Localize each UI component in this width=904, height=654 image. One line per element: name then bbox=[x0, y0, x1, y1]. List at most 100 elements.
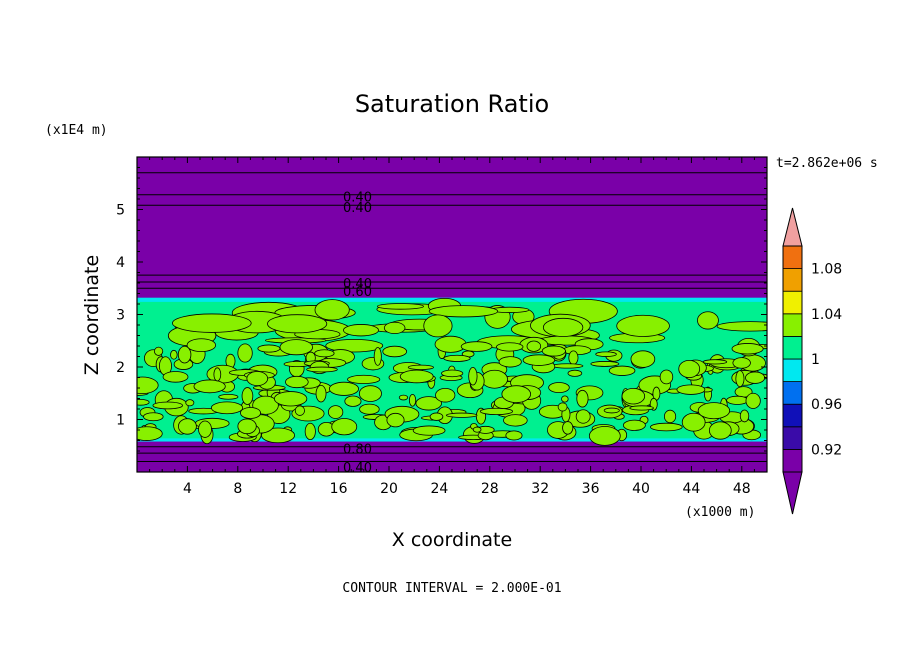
patch-contour bbox=[172, 313, 252, 333]
patch-contour bbox=[347, 374, 381, 385]
x-tick-label: 40 bbox=[632, 481, 650, 497]
patch-contour bbox=[399, 369, 434, 384]
x-unit-label: (x1000 m) bbox=[685, 505, 755, 520]
patch-contour bbox=[479, 407, 514, 416]
patch-contour bbox=[542, 317, 584, 337]
patch-contour bbox=[445, 412, 478, 418]
patch-contour bbox=[344, 395, 362, 407]
patch-contour bbox=[153, 346, 164, 356]
patch-contour bbox=[415, 396, 442, 411]
time-label: t=2.862e+06 s bbox=[776, 156, 878, 171]
patch-contour bbox=[708, 421, 732, 440]
patch-contour bbox=[382, 345, 408, 358]
patch-contour bbox=[588, 426, 621, 446]
patch-contour bbox=[501, 385, 532, 404]
patch-contour bbox=[676, 384, 706, 395]
contour-label: 0.60 bbox=[343, 285, 372, 300]
patch-contour bbox=[505, 430, 523, 441]
patch-contour bbox=[526, 340, 542, 352]
patch-contour bbox=[441, 369, 464, 378]
contour-interval-footer: CONTOUR INTERVAL = 2.000E-01 bbox=[342, 581, 561, 596]
patch-contour bbox=[681, 412, 706, 432]
patch-contour bbox=[241, 387, 254, 405]
patch-contour bbox=[697, 402, 731, 420]
patch-contour bbox=[325, 338, 384, 353]
patch-contour bbox=[745, 371, 766, 384]
patch-contour bbox=[218, 394, 239, 400]
patch-contour bbox=[327, 405, 344, 419]
patch-contour bbox=[306, 366, 338, 373]
patch-contour bbox=[435, 387, 456, 403]
x-tick-label: 16 bbox=[330, 481, 348, 497]
contour-label: 0.40 bbox=[343, 277, 372, 292]
patch-contour bbox=[177, 345, 192, 364]
y-axis-title: Z coordinate bbox=[81, 255, 103, 375]
patch-contour bbox=[412, 425, 446, 436]
patch-contour bbox=[304, 422, 316, 441]
patch-contour bbox=[383, 321, 406, 335]
patch-contour bbox=[495, 342, 524, 352]
cloud-bottom-edge bbox=[137, 438, 767, 442]
patch-contour bbox=[616, 314, 670, 337]
patch-contour bbox=[649, 422, 683, 432]
colorbar-segment bbox=[782, 426, 803, 450]
patch-contour bbox=[398, 394, 409, 401]
patch-contour bbox=[185, 399, 195, 407]
patch-contour bbox=[240, 407, 261, 419]
colorbar: 0.92 0.96 1 1.04 1.08 bbox=[782, 207, 842, 515]
colorbar-tick-label: 1 bbox=[811, 352, 820, 368]
colorbar-segment bbox=[782, 448, 803, 473]
patch-contour bbox=[328, 381, 359, 396]
contour-layer bbox=[137, 172, 767, 462]
patch-contour bbox=[261, 427, 296, 444]
patch-contour bbox=[567, 369, 583, 377]
colorbar-segment bbox=[782, 403, 803, 428]
patch-contour bbox=[443, 354, 471, 362]
colorbar-under-arrow bbox=[782, 471, 803, 515]
x-tick-label: 44 bbox=[682, 481, 700, 497]
patch-contour bbox=[376, 303, 424, 310]
patch-contour bbox=[548, 382, 570, 394]
patch-contour bbox=[294, 405, 305, 416]
colorbar-segment bbox=[782, 381, 803, 405]
patch-contour bbox=[143, 412, 164, 422]
contour-label: 0.80 bbox=[343, 442, 372, 457]
colorbar-tick-label: 0.96 bbox=[811, 397, 842, 413]
colorbar-segment bbox=[782, 245, 803, 270]
patch-contour bbox=[702, 359, 728, 365]
y-tick-label: 5 bbox=[116, 203, 125, 219]
patch-contour bbox=[186, 338, 217, 353]
region-lower-dry-layer bbox=[137, 440, 767, 472]
patch-contour bbox=[358, 385, 382, 402]
patch-contour bbox=[735, 370, 745, 388]
patch-contour bbox=[178, 418, 197, 435]
patch-contour bbox=[373, 347, 382, 366]
patch-contour bbox=[162, 371, 189, 383]
patch-contour bbox=[314, 299, 350, 321]
colorbar-over-arrow bbox=[782, 207, 803, 247]
patch-contour bbox=[576, 389, 589, 408]
patch-contour bbox=[198, 420, 212, 438]
patch-contour bbox=[386, 412, 405, 428]
x-tick-label: 12 bbox=[279, 481, 297, 497]
patch-contour bbox=[562, 421, 574, 435]
patch-contour bbox=[561, 395, 569, 403]
contour-label: 0.40 bbox=[343, 201, 372, 216]
patch-contour bbox=[315, 384, 327, 403]
patch-contour bbox=[331, 418, 358, 436]
patch-contour bbox=[621, 387, 646, 405]
patch-contour bbox=[137, 376, 159, 395]
colorbar-tick-label: 1.08 bbox=[811, 262, 842, 278]
patch-contour bbox=[343, 324, 379, 337]
y-tick-label: 4 bbox=[116, 255, 125, 271]
patch-contour bbox=[622, 419, 646, 431]
patch-contour bbox=[678, 359, 701, 379]
colorbar-segment bbox=[782, 335, 803, 360]
x-tick-label: 36 bbox=[582, 481, 600, 497]
patch-contour bbox=[170, 349, 178, 360]
patch-contour bbox=[460, 341, 493, 352]
patch-contour bbox=[663, 409, 677, 424]
x-tick-label: 4 bbox=[183, 481, 192, 497]
